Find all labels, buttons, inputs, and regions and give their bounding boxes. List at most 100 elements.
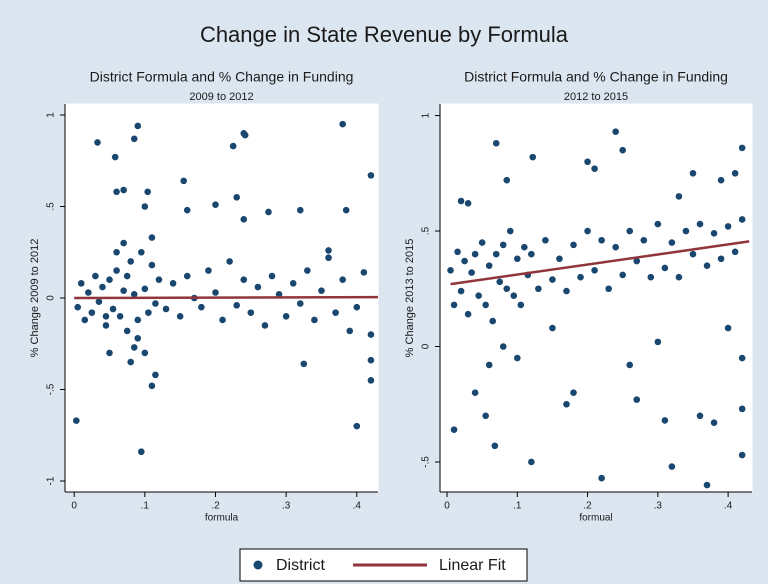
data-point <box>475 292 482 299</box>
data-point <box>738 354 746 362</box>
data-point <box>492 250 500 258</box>
data-point <box>626 227 634 235</box>
data-point <box>233 194 240 201</box>
panel-subtitle: 2012 to 2015 <box>564 91 628 103</box>
fit-line <box>450 240 750 286</box>
data-point <box>296 300 304 307</box>
data-point <box>461 257 468 265</box>
data-point <box>724 223 732 230</box>
data-point <box>464 310 472 318</box>
data-point <box>506 227 514 235</box>
data-point <box>325 247 332 254</box>
data-point <box>454 248 461 256</box>
data-point <box>450 426 458 433</box>
data-point <box>169 280 177 287</box>
y-tick-label: -.5 <box>421 456 432 468</box>
data-point <box>633 396 641 403</box>
data-point <box>130 291 138 298</box>
data-point <box>633 257 641 265</box>
data-point <box>661 417 669 424</box>
y-axis-title: % Change 2009 to 2012 <box>29 239 41 358</box>
data-point <box>584 227 591 235</box>
data-point <box>689 169 697 177</box>
data-point <box>612 128 619 136</box>
data-point <box>738 451 746 459</box>
data-point <box>492 139 500 147</box>
data-point <box>450 301 458 309</box>
y-tick-label: .5 <box>46 202 57 211</box>
data-point <box>81 316 89 324</box>
data-point <box>152 371 159 379</box>
data-point <box>304 267 311 274</box>
y-tick-label: -1 <box>46 476 57 485</box>
data-point <box>296 206 304 214</box>
data-point <box>710 230 718 237</box>
data-point <box>325 254 332 262</box>
data-point <box>353 422 361 430</box>
data-point <box>152 300 159 307</box>
data-point <box>521 243 528 251</box>
data-point <box>528 250 535 258</box>
data-point <box>731 169 739 177</box>
data-point <box>499 241 507 249</box>
data-point <box>675 193 683 200</box>
data-point <box>148 234 156 241</box>
data-point <box>535 285 542 293</box>
data-point <box>162 305 170 313</box>
data-point <box>491 442 499 450</box>
data-point <box>605 285 612 293</box>
data-point <box>478 239 486 246</box>
data-point <box>485 361 493 369</box>
data-point <box>85 289 92 296</box>
data-point <box>447 266 454 274</box>
data-point <box>113 188 120 196</box>
data-point <box>696 220 704 228</box>
data-point <box>268 272 276 280</box>
data-point <box>141 203 149 210</box>
data-point <box>113 248 120 256</box>
data-point <box>457 197 465 205</box>
data-point <box>468 269 475 276</box>
data-point <box>570 241 577 249</box>
data-point <box>682 227 690 235</box>
x-tick-label: .2 <box>583 501 592 512</box>
data-point <box>311 316 318 324</box>
data-point <box>342 206 350 214</box>
data-point <box>675 273 683 281</box>
data-point <box>563 287 570 295</box>
data-point <box>367 331 375 338</box>
y-axis-title: % Change 2013 to 2015 <box>404 239 416 358</box>
data-point <box>496 278 504 286</box>
data-point <box>144 188 151 196</box>
data-point <box>261 322 269 329</box>
data-point <box>138 448 145 456</box>
data-point <box>654 338 662 346</box>
data-point <box>127 258 135 265</box>
data-point <box>367 356 375 364</box>
data-point <box>482 412 489 420</box>
data-point <box>471 389 479 396</box>
data-point <box>353 303 361 311</box>
data-point <box>99 283 106 291</box>
data-point <box>183 206 191 214</box>
data-point <box>95 298 103 305</box>
data-point <box>731 248 739 256</box>
data-point <box>240 216 248 223</box>
data-point <box>123 327 131 335</box>
data-point <box>141 285 149 293</box>
data-point <box>198 303 205 311</box>
data-point <box>471 250 479 258</box>
data-point <box>106 349 113 357</box>
x-tick-label: .3 <box>282 501 291 512</box>
y-tick-label: 0 <box>421 343 432 349</box>
data-point <box>183 272 191 280</box>
data-point <box>647 273 655 281</box>
data-point <box>134 316 142 324</box>
data-point <box>510 292 518 299</box>
data-point <box>668 463 676 470</box>
x-tick-label: .1 <box>141 501 150 512</box>
data-point <box>549 276 556 283</box>
data-point <box>282 313 290 320</box>
data-point <box>738 216 746 223</box>
